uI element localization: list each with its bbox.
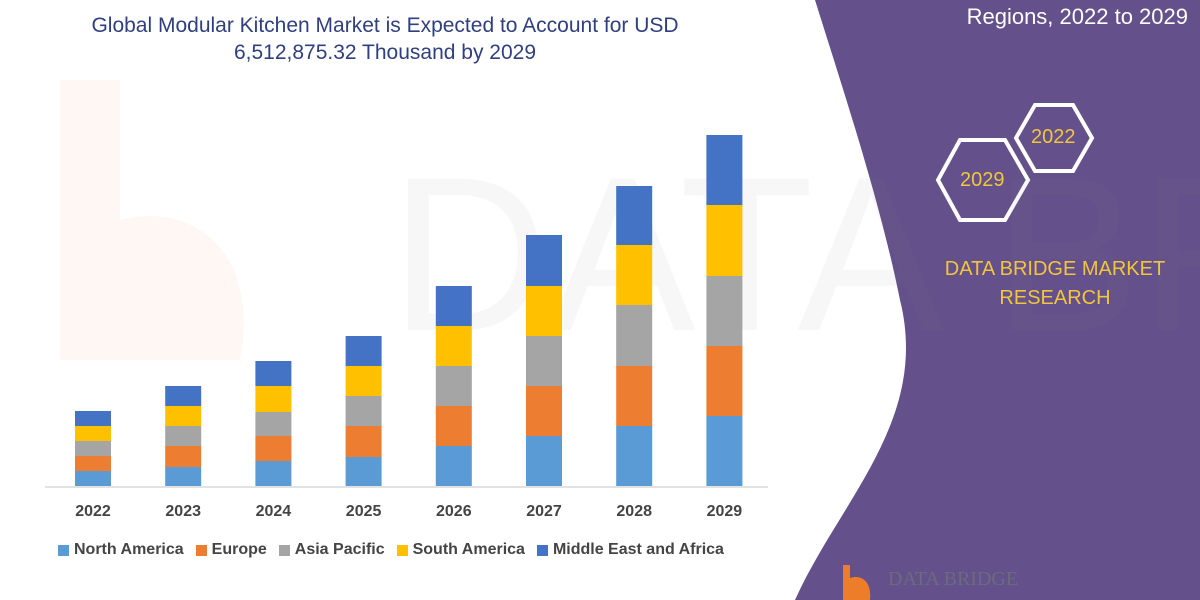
- bar-2023-middle-east-and-africa: [165, 386, 202, 406]
- svg-text:DATA BRIDGE: DATA BRIDGE: [390, 131, 1200, 377]
- x-tick-label: 2027: [526, 503, 562, 520]
- bar-2025-asia-pacific: [345, 396, 382, 426]
- logo-text: DATA BRIDGE: [888, 568, 1019, 590]
- chart-title: Global Modular Kitchen Market is Expecte…: [91, 14, 679, 64]
- legend-item: South America: [396, 541, 525, 559]
- bar-2024-south-america: [255, 386, 292, 412]
- side-panel: [795, 0, 1200, 600]
- bar-2028-south-america: [616, 245, 653, 305]
- legend-item: North America: [58, 541, 184, 559]
- x-tick-label: 2023: [165, 503, 201, 520]
- watermark-logo: DATA BRIDGE: [60, 80, 1200, 377]
- bar-2024-europe: [255, 436, 292, 461]
- bar-2022-south-america: [75, 426, 111, 441]
- legend-label: Europe: [211, 541, 267, 558]
- x-tick-label: 2029: [706, 503, 743, 520]
- bar-2027-asia-pacific: [526, 336, 562, 386]
- x-tick-label: 2025: [345, 503, 382, 520]
- bar-2029-europe: [706, 346, 743, 416]
- bar-2027-south-america: [526, 286, 562, 336]
- hex-year-2029: 2029: [960, 169, 1005, 191]
- bar-2026-europe: [435, 406, 472, 446]
- x-tick-label: 2022: [75, 503, 111, 520]
- bar-2028-north-america: [616, 426, 653, 486]
- bar-2027-europe: [526, 386, 562, 436]
- legend-swatch: [396, 544, 408, 556]
- bar-2027-north-america: [526, 436, 562, 486]
- bar-2026-south-america: [435, 326, 472, 366]
- legend-swatch: [536, 544, 548, 556]
- hexagon-2029: [935, 138, 1031, 222]
- bar-2026-asia-pacific: [435, 366, 472, 406]
- legend-swatch: [278, 544, 290, 556]
- hexagon-2022: [1013, 103, 1095, 173]
- legend-item: Asia Pacific: [278, 541, 385, 559]
- bar-2025-europe: [345, 426, 382, 457]
- x-tick-label: 2024: [255, 503, 292, 520]
- legend-label: Middle East and Africa: [552, 541, 724, 558]
- bar-2022-middle-east-and-africa: [75, 411, 111, 426]
- bar-2028-middle-east-and-africa: [616, 186, 653, 245]
- hex-year-2022: 2022: [1031, 126, 1076, 148]
- logo-mark: [843, 565, 871, 600]
- bar-2022-europe: [75, 456, 111, 471]
- bar-2025-south-america: [345, 366, 382, 396]
- bar-2023-asia-pacific: [165, 426, 202, 446]
- bar-2025-middle-east-and-africa: [345, 336, 382, 366]
- bar-2026-middle-east-and-africa: [435, 286, 472, 326]
- bar-2029-middle-east-and-africa: [706, 135, 743, 205]
- bar-2028-europe: [616, 366, 653, 426]
- bar-2027-middle-east-and-africa: [526, 235, 562, 286]
- legend-label: South America: [412, 541, 525, 558]
- bar-2022-asia-pacific: [75, 441, 111, 456]
- bar-2029-south-america: [706, 205, 743, 276]
- bar-2022-north-america: [75, 471, 111, 486]
- bar-2024-north-america: [255, 461, 292, 486]
- bar-2029-asia-pacific: [706, 276, 743, 346]
- bar-2023-europe: [165, 446, 202, 467]
- bar-2028-asia-pacific: [616, 305, 653, 366]
- legend-label: North America: [74, 541, 184, 558]
- bar-2029-north-america: [706, 416, 743, 486]
- legend-item: Middle East and Africa: [536, 541, 724, 559]
- bars: [75, 135, 743, 486]
- legend-swatch: [195, 544, 207, 556]
- x-tick-label: 2028: [616, 503, 652, 520]
- bar-2025-north-america: [345, 457, 382, 486]
- bar-2024-middle-east-and-africa: [255, 361, 292, 386]
- x-tick-label: 2026: [436, 503, 472, 520]
- legend-label: Asia Pacific: [294, 541, 385, 558]
- panel-subtitle: Regions, 2022 to 2029: [966, 4, 1188, 29]
- legend: North America Europe Asia Pacific South Ame…: [58, 541, 724, 559]
- bar-2023-north-america: [165, 467, 202, 486]
- bar-2024-asia-pacific: [255, 412, 292, 436]
- legend-swatch: [58, 544, 69, 556]
- bar-2026-north-america: [435, 446, 472, 486]
- bar-2023-south-america: [165, 406, 202, 426]
- legend-item: Europe: [195, 541, 267, 559]
- brand-name: DATA BRIDGE MARKET RESEARCH: [944, 258, 1166, 309]
